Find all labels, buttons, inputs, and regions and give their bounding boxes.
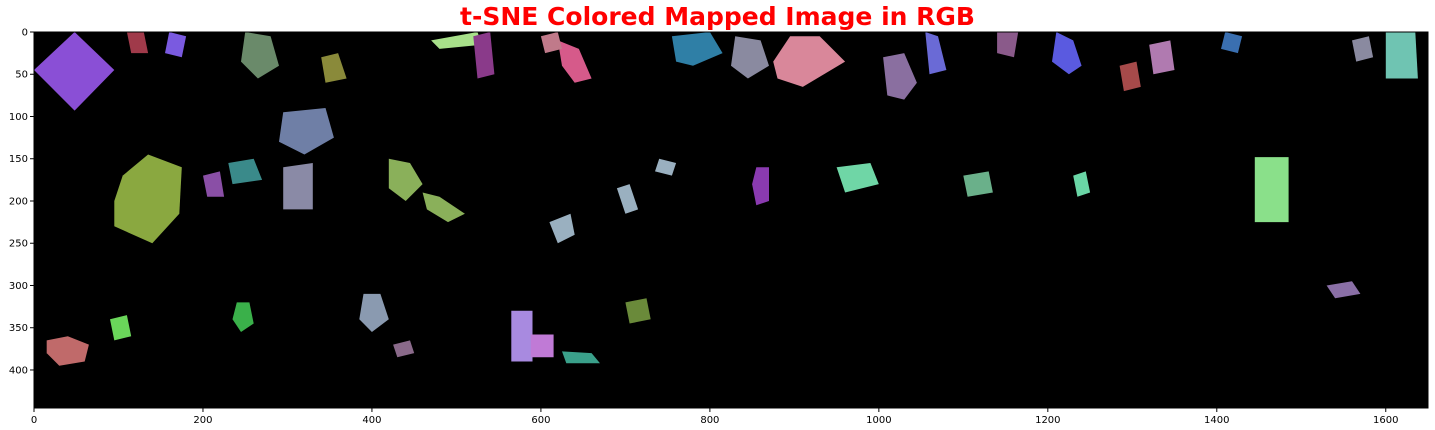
image-region-43 xyxy=(655,158,677,176)
x-tick-label-8: 1600 xyxy=(1373,415,1398,426)
x-tick-label-7: 1400 xyxy=(1204,415,1229,426)
image-region-8 xyxy=(1254,157,1289,223)
image-region-4 xyxy=(1052,32,1082,75)
image-region-19 xyxy=(388,158,423,201)
image-region-34 xyxy=(1221,32,1243,54)
image-region-26 xyxy=(1149,40,1175,75)
image-region-5 xyxy=(1385,32,1418,79)
image-region-9 xyxy=(46,336,89,366)
image-region-1 xyxy=(114,154,182,244)
y-tick-label-0: 0 xyxy=(22,28,28,39)
image-region-20 xyxy=(422,192,465,223)
image-region-33 xyxy=(925,32,947,75)
image-region-22 xyxy=(562,351,600,364)
y-tick-label-6: 300 xyxy=(9,281,28,292)
image-region-37 xyxy=(540,32,562,54)
image-region-42 xyxy=(1352,36,1374,62)
image-region-23 xyxy=(232,302,254,332)
y-tick-label-5: 250 xyxy=(9,239,28,250)
image-region-45 xyxy=(228,158,263,185)
image-region-6 xyxy=(511,310,533,362)
image-region-44 xyxy=(1073,171,1091,197)
image-region-25 xyxy=(1326,281,1361,299)
plot-frame xyxy=(33,31,1429,409)
image-region-28 xyxy=(836,163,879,193)
image-region-35 xyxy=(997,32,1019,58)
x-axis: 0 200 400 600 800 1000 1200 1400 1600 xyxy=(31,408,1398,426)
image-region-31 xyxy=(616,184,639,214)
image-region-16 xyxy=(126,32,149,54)
image-region-30 xyxy=(549,213,575,244)
image-region-15 xyxy=(203,171,225,197)
y-tick-label-1: 50 xyxy=(15,70,28,81)
y-tick-label-3: 150 xyxy=(9,154,28,165)
y-tick-label-2: 100 xyxy=(9,112,28,123)
image-region-21 xyxy=(359,293,389,332)
y-axis: 0 50 100 150 200 250 300 350 400 xyxy=(9,28,34,376)
image-region-36 xyxy=(1119,61,1141,92)
chart-title: t-SNE Colored Mapped Image in RGB xyxy=(460,2,975,31)
plot-background xyxy=(34,32,1428,408)
x-tick-label-0: 0 xyxy=(31,415,37,426)
image-region-39 xyxy=(625,298,651,324)
image-region-14 xyxy=(283,163,313,210)
x-tick-label-3: 600 xyxy=(531,415,550,426)
x-tick-label-1: 200 xyxy=(193,415,212,426)
image-region-0 xyxy=(34,32,115,111)
image-regions xyxy=(34,32,1418,366)
y-tick-label-8: 400 xyxy=(9,365,28,376)
image-region-17 xyxy=(165,32,187,58)
image-region-24 xyxy=(752,167,769,206)
y-tick-label-4: 200 xyxy=(9,196,28,207)
x-tick-label-2: 400 xyxy=(362,415,381,426)
image-region-32 xyxy=(321,53,347,83)
image-region-3 xyxy=(773,36,846,87)
image-region-18 xyxy=(431,32,482,49)
x-tick-label-4: 800 xyxy=(700,415,719,426)
image-region-38 xyxy=(473,32,495,79)
image-region-41 xyxy=(963,171,993,197)
x-tick-label-5: 1000 xyxy=(866,415,891,426)
image-region-12 xyxy=(241,32,279,79)
image-region-13 xyxy=(279,108,334,155)
image-region-7 xyxy=(530,334,554,358)
x-tick-label-6: 1200 xyxy=(1035,415,1060,426)
image-region-40 xyxy=(393,340,415,358)
image-region-2 xyxy=(671,32,723,66)
image-region-11 xyxy=(731,36,769,79)
image-region-27 xyxy=(557,40,592,83)
y-tick-label-7: 350 xyxy=(9,323,28,334)
image-region-10 xyxy=(883,53,917,100)
image-region-29 xyxy=(110,315,132,341)
